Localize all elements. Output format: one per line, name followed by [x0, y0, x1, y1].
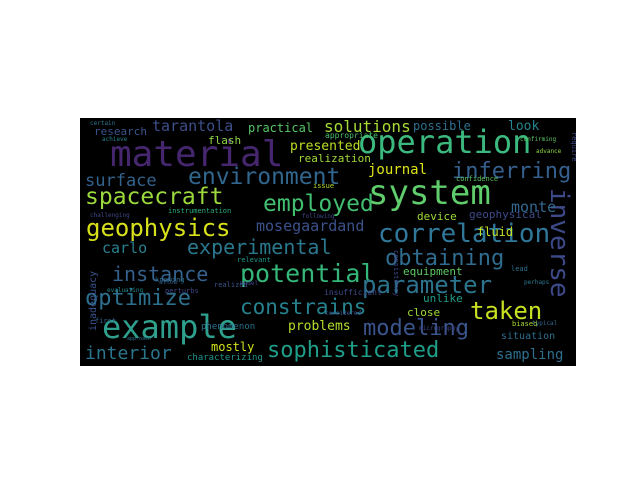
word-correlation: correlation [378, 219, 551, 249]
word-approach: approach [127, 336, 152, 342]
word-advance: advance [536, 148, 562, 155]
word-certain: certain [90, 120, 116, 127]
word-typical: typical [532, 320, 558, 327]
word-presented: presented [290, 139, 361, 154]
word-problems: problems [288, 319, 351, 334]
word-challenging: challenging [90, 212, 130, 219]
word-inferring: inferring [452, 159, 572, 184]
word-confidence: confidence [456, 175, 499, 183]
word-fluid: fluid [477, 225, 514, 239]
word-realized: realized [214, 281, 248, 289]
word-taken: taken [470, 297, 543, 325]
word-material: material [110, 134, 284, 175]
word-device: device [417, 210, 457, 223]
word-require: require [570, 132, 576, 162]
word-cloud: material operation system example correlatio… [80, 118, 576, 366]
word-consistency: consistency [392, 250, 400, 297]
word-constrains: constrains [240, 295, 367, 319]
word-issue: issue [313, 182, 335, 190]
word-instrumentation: instrumentation [168, 207, 232, 215]
word-obtaining: obtaining [385, 246, 505, 271]
word-perhaps: perhaps [524, 279, 550, 286]
word-perturbs: perturbs [165, 287, 199, 295]
word-appropriate: appropriate [325, 131, 378, 140]
word-mostly: mostly [211, 340, 255, 354]
word-parameter: parameter [362, 271, 493, 299]
word-mosegaardand: mosegaardand [256, 217, 365, 235]
word-unlike: unlike [423, 292, 463, 305]
word-situation: situation [501, 331, 556, 342]
word-close: close [407, 306, 441, 319]
word-biased: biased [512, 320, 538, 328]
word-flash: flash [208, 134, 242, 147]
word-first: first [95, 317, 117, 325]
word-tarantola: tarantola [152, 118, 234, 135]
word-operation: operation [358, 123, 532, 161]
word-sophisticated: sophisticated [267, 338, 440, 363]
word-considered: considered [325, 310, 362, 317]
word-journal: journal [368, 162, 428, 178]
word-monte: monte [511, 198, 557, 216]
word-lead: lead [511, 265, 528, 273]
word-potential: potential [240, 259, 376, 288]
word-knowing: knowing [155, 276, 185, 284]
word-micrography: micrography [419, 325, 459, 332]
word-research: research [94, 125, 147, 138]
word-spacecraft: spacecraft [85, 184, 224, 210]
word-confirming: confirming [520, 136, 557, 143]
word-realization: realization [298, 152, 371, 165]
word-environment: environment [188, 164, 341, 190]
word-surface: surface [85, 171, 157, 191]
word-modeling: modeling [363, 316, 469, 341]
word-equipment: equipment [403, 265, 463, 278]
word-solutions: solutions [324, 118, 411, 136]
word-achieve: achieve [102, 136, 128, 143]
word-look: look [508, 119, 540, 134]
word-model: model [240, 280, 259, 287]
word-sampling: sampling [496, 347, 564, 363]
word-evaluating: evaluating [107, 287, 144, 294]
word-employed: employed [263, 191, 374, 217]
word-geophysics: geophysics [86, 214, 231, 242]
word-following: following [302, 213, 335, 220]
word-phenomenon: phenomenon [201, 322, 256, 332]
word-possible: possible [413, 119, 471, 133]
word-allow: allow [159, 279, 178, 286]
word-system: system [368, 173, 491, 213]
word-optimize: optimize [85, 286, 191, 311]
word-geophysical: geophysical [469, 208, 542, 221]
word-interior: interior [85, 343, 172, 364]
word-relevant: relevant [237, 256, 271, 264]
word-carlo: carlo [102, 239, 148, 257]
word-instance: instance [112, 262, 209, 286]
word-example: example [102, 308, 237, 346]
word-practical: practical [248, 121, 314, 135]
word-characterizing: characterizing [187, 353, 263, 363]
word-insufficient: insufficient [324, 288, 382, 297]
word-experimental: experimental [187, 235, 332, 259]
